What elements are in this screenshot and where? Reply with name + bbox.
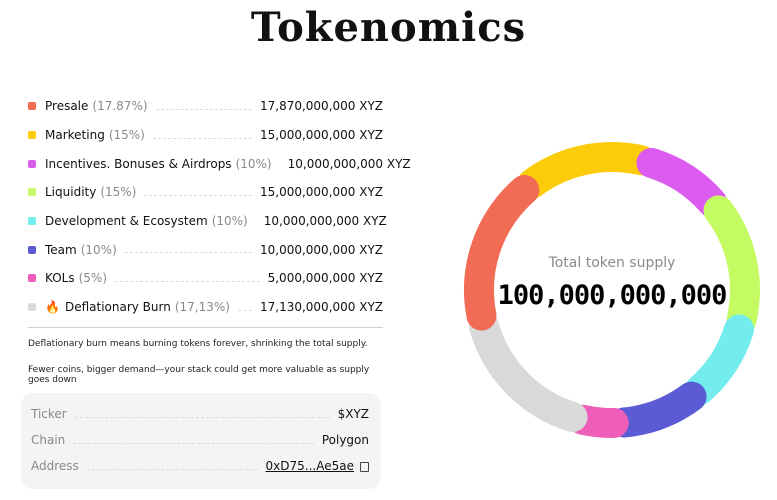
ticker-label: Ticker (31, 407, 67, 421)
donut-segment-team (609, 381, 707, 438)
leader-line (124, 252, 252, 254)
donut-segment-marketing (517, 142, 657, 199)
leader-line (115, 280, 260, 282)
leader-line (86, 468, 258, 470)
allocation-percent: (5%) (78, 271, 108, 286)
allocation-value: 10,000,000,000 XYZ (287, 156, 411, 171)
allocation-label: Marketing (45, 128, 105, 143)
supply-value: 100,000,000,000 (497, 280, 728, 311)
leader-line (237, 309, 252, 311)
leader-line (74, 416, 330, 418)
ticker-value: $XYZ (337, 407, 369, 421)
contract-address-link[interactable]: 0xD75...Ae5ae (265, 459, 354, 473)
donut-segment-incentives-bonuses-airdrops (636, 147, 727, 218)
allocation-percent: (15%) (108, 128, 145, 143)
legend-swatch (28, 217, 36, 226)
burn-note: Deflationary burn means burning tokens f… (28, 339, 368, 349)
allocation-percent: (17.87%) (92, 99, 148, 114)
allocation-value: 5,000,000,000 XYZ (267, 271, 383, 286)
legend-swatch (28, 159, 36, 168)
allocation-percent: (15%) (100, 185, 137, 200)
allocation-value: 15,000,000,000 XYZ (259, 185, 383, 200)
donut-segment-development-ecosystem (684, 314, 755, 405)
allocation-row-burn: 🔥 Deflationary Burn (17,13%) 17,130,000,… (28, 293, 383, 322)
fire-icon: 🔥 (45, 300, 60, 315)
allocation-percent: (17,13%) (174, 300, 230, 315)
allocation-percent: (10%) (80, 242, 117, 257)
allocation-row-liquidity: Liquidity (15%) 15,000,000,000 XYZ (28, 178, 383, 207)
allocation-row-presale: Presale (17.87%) 17,870,000,000 XYZ (28, 92, 383, 121)
leader-line (144, 194, 252, 196)
donut-segment-liquidity (703, 195, 760, 335)
ticker-row: Ticker $XYZ (31, 407, 369, 421)
allocation-value: 17,130,000,000 XYZ (259, 300, 383, 315)
donut-segment-deflationary-burn (468, 310, 588, 433)
allocation-row-kols: KOLs (5%) 5,000,000,000 XYZ (28, 264, 383, 293)
allocation-label: Presale (45, 99, 89, 114)
allocation-label: Development & Ecosystem (45, 214, 208, 229)
legend-swatch (28, 274, 36, 283)
tokenomics-donut-chart (464, 142, 760, 438)
allocation-percent: (10%) (235, 156, 272, 171)
donut-segment-presale (464, 175, 540, 331)
leader-line (155, 108, 252, 110)
leader-line (152, 137, 252, 139)
allocation-label: Team (45, 242, 77, 257)
allocation-label: Incentives. Bonuses & Airdrops (45, 156, 232, 171)
supply-note: Fewer coins, bigger demand—your stack co… (28, 365, 370, 385)
allocation-row-team: Team (10%) 10,000,000,000 XYZ (28, 235, 383, 264)
allocation-row-development: Development & Ecosystem (10%) 10,000,000… (28, 207, 387, 236)
donut-segment-kols (567, 404, 629, 438)
address-row: Address 0xD75...Ae5ae (31, 459, 369, 473)
chain-value: Polygon (321, 433, 369, 447)
allocation-row-incentives: Incentives. Bonuses & Airdrops (10%) 10,… (28, 149, 411, 178)
allocation-label: Deflationary Burn (64, 300, 171, 315)
legend-swatch (28, 102, 36, 111)
allocation-row-marketing: Marketing (15%) 15,000,000,000 XYZ (28, 121, 383, 150)
allocation-value: 10,000,000,000 XYZ (263, 214, 387, 229)
legend-swatch (28, 303, 36, 312)
page-title: Tokenomics (250, 4, 527, 51)
copy-icon[interactable] (360, 462, 369, 472)
allocation-label: KOLs (45, 271, 75, 286)
allocation-value: 17,870,000,000 XYZ (259, 99, 383, 114)
supply-label: Total token supply (548, 255, 676, 271)
legend-swatch (28, 245, 36, 254)
allocation-list: Presale (17.87%) 17,870,000,000 XYZ Mark… (28, 92, 411, 322)
token-info-card: Ticker $XYZ Chain Polygon Address 0xD75.… (21, 393, 381, 489)
allocation-label: Liquidity (45, 185, 97, 200)
address-label: Address (31, 459, 79, 473)
allocation-percent: (10%) (211, 214, 248, 229)
leader-line (73, 442, 314, 444)
chain-row: Chain Polygon (31, 433, 369, 447)
divider (28, 327, 383, 328)
allocation-value: 15,000,000,000 XYZ (259, 128, 383, 143)
legend-swatch (28, 188, 36, 197)
chain-label: Chain (31, 433, 66, 447)
legend-swatch (28, 131, 36, 140)
allocation-value: 10,000,000,000 XYZ (259, 242, 383, 257)
